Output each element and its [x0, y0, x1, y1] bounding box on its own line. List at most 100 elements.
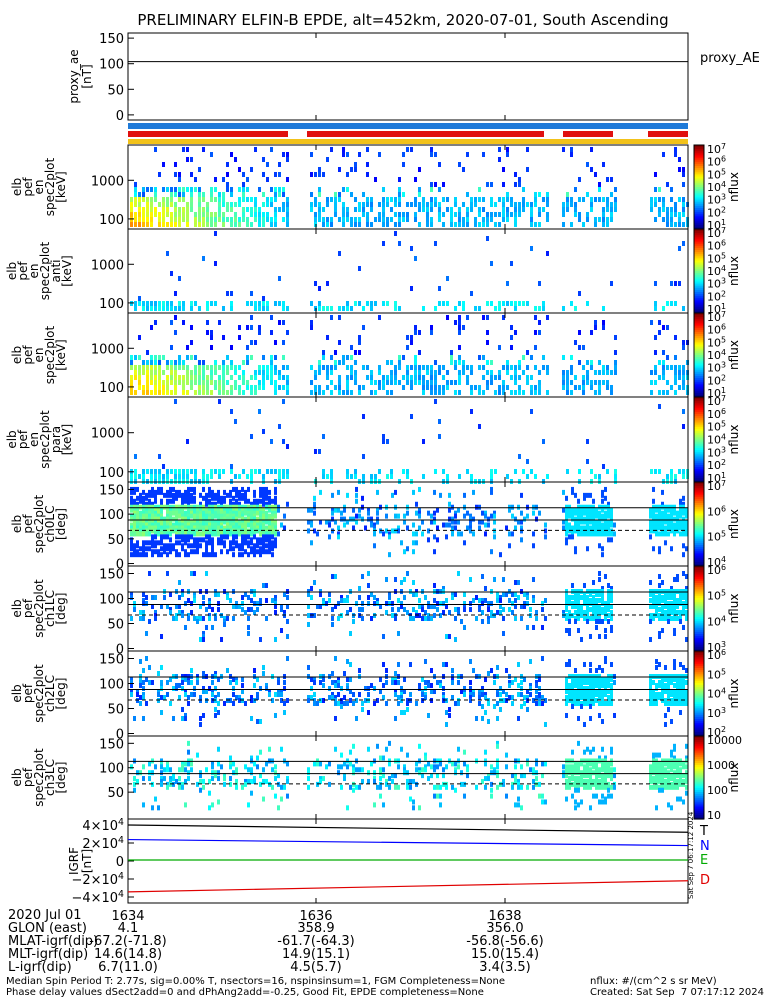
flux-cell — [230, 409, 233, 414]
flux-cell — [178, 172, 181, 177]
flux-cell — [229, 493, 232, 498]
flux-cell — [190, 534, 193, 539]
flux-cell — [166, 469, 169, 474]
flux-cell — [172, 686, 175, 691]
flux-cell — [508, 598, 511, 603]
y-label-line: [deg] — [54, 593, 68, 625]
flux-cell — [258, 409, 261, 414]
flux-cell — [436, 508, 439, 513]
colorbar-tick-label: 106 — [707, 648, 726, 663]
colorbar-label: nflux — [727, 172, 741, 202]
flux-cell — [490, 360, 493, 365]
flux-cell — [166, 571, 169, 576]
flux-cell — [206, 217, 209, 222]
flux-cell — [229, 546, 232, 551]
flux-cell — [538, 306, 541, 311]
flux-cell — [181, 537, 184, 542]
flux-cell — [157, 540, 160, 545]
flux-cell — [426, 385, 429, 390]
flux-cell — [160, 764, 163, 769]
flux-cell — [679, 701, 682, 706]
flux-cell — [421, 531, 424, 536]
flux-cell — [190, 668, 193, 673]
flux-cell — [670, 301, 673, 306]
flux-cell — [250, 385, 253, 390]
y-tick-label: 100 — [99, 593, 124, 608]
flux-cell — [546, 474, 549, 479]
flux-cell — [514, 330, 517, 335]
flux-cell — [614, 187, 617, 192]
flux-cell — [194, 474, 197, 479]
flux-cell — [367, 710, 370, 715]
flux-cell — [274, 217, 277, 222]
flux-cell — [310, 508, 313, 513]
flux-cell — [607, 531, 610, 536]
flux-cell — [208, 540, 211, 545]
flux-cell — [538, 330, 541, 335]
flux-cell — [270, 187, 273, 192]
flux-cell — [313, 580, 316, 585]
flux-cell — [198, 306, 201, 311]
flux-cell — [390, 390, 393, 395]
flux-cell — [674, 301, 677, 306]
flux-cell — [604, 616, 607, 621]
y-tick-label: 150 — [99, 32, 124, 47]
flux-cell — [670, 217, 673, 222]
flux-cell — [661, 580, 664, 585]
flux-cell — [446, 385, 449, 390]
flux-cell — [322, 217, 325, 222]
flux-cell — [434, 390, 437, 395]
flux-cell — [418, 380, 421, 385]
flux-cell — [538, 686, 541, 691]
flux-cell — [514, 306, 517, 311]
flux-cell — [544, 523, 547, 528]
flux-cell — [319, 490, 322, 495]
flux-cell — [457, 680, 460, 685]
flux-cell — [338, 385, 341, 390]
flux-cell — [349, 662, 352, 667]
flux-cell — [434, 152, 437, 157]
flux-cell — [604, 692, 607, 697]
flux-cell — [490, 601, 493, 606]
flux-cell — [262, 301, 265, 306]
flux-cell — [462, 306, 465, 311]
flux-cell — [130, 375, 133, 380]
flux-cell — [410, 414, 413, 419]
flux-cell — [182, 320, 185, 325]
flux-cell — [682, 167, 685, 172]
flux-cell — [610, 370, 613, 375]
flux-cell — [598, 187, 601, 192]
flux-cell — [169, 677, 172, 682]
flux-cell — [170, 365, 173, 370]
flux-cell — [454, 607, 457, 612]
flux-cell — [186, 222, 189, 227]
flux-cell — [175, 779, 178, 784]
flux-cell — [253, 592, 256, 597]
flux-cell — [490, 490, 493, 495]
flux-cell — [506, 147, 509, 152]
flux-cell — [265, 537, 268, 542]
flux-cell — [484, 598, 487, 603]
flux-cell — [496, 716, 499, 721]
flux-cell — [562, 380, 565, 385]
flux-cell — [410, 335, 413, 340]
flux-cell — [150, 202, 153, 207]
colorbar-tick-label: 107 — [707, 479, 726, 494]
flux-cell — [262, 355, 265, 360]
flux-cell — [505, 525, 508, 530]
flux-cell — [394, 222, 397, 227]
flux-cell — [187, 741, 190, 746]
flux-cell — [544, 722, 547, 727]
flux-cell — [610, 217, 613, 222]
flux-cell — [446, 301, 449, 306]
flux-cell — [532, 543, 535, 548]
flux-cell — [583, 722, 586, 727]
flux-cell — [286, 380, 289, 385]
flux-cell — [462, 222, 465, 227]
flux-cell — [522, 390, 525, 395]
flux-cell — [178, 187, 181, 192]
flux-cell — [374, 301, 377, 306]
flux-cell — [590, 469, 593, 474]
flux-cell — [166, 767, 169, 772]
flux-cell — [211, 531, 214, 536]
